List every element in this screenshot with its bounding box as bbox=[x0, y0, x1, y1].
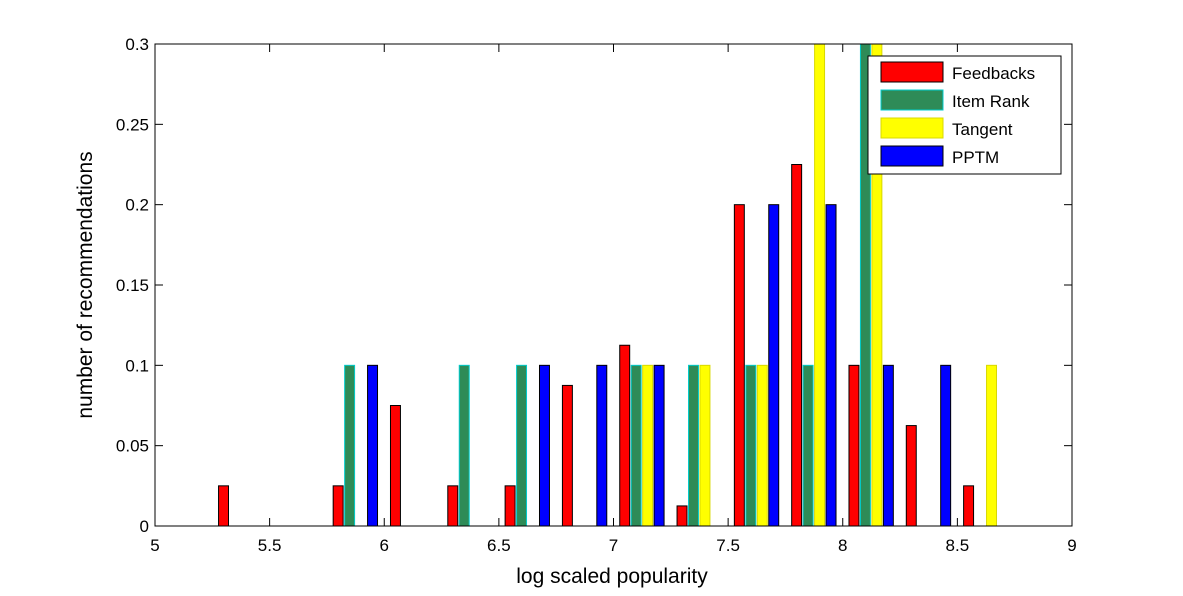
legend-swatch-feedbacks bbox=[880, 61, 944, 83]
bar-tangent bbox=[756, 364, 768, 527]
x-axis-title: log scaled popularity bbox=[516, 565, 708, 588]
legend-label: PPTM bbox=[952, 148, 999, 167]
y-tick-label: 0.25 bbox=[116, 115, 149, 134]
bar-pptm bbox=[825, 204, 837, 527]
ticks-layer: 5 5.5 6 6.5 7 7.5 8 8.5 9 0 0.05 0.1 0.15 0.2 0.25 0.3 bbox=[116, 35, 1077, 555]
bar-tangent bbox=[699, 364, 711, 527]
legend-swatch-pptm bbox=[880, 145, 944, 167]
bar-feedbacks bbox=[676, 505, 688, 527]
bar-feedbacks bbox=[389, 405, 401, 527]
bar-item-rank bbox=[802, 364, 814, 527]
bar-feedbacks bbox=[848, 364, 860, 527]
bar-pptm bbox=[768, 204, 780, 527]
bar-feedbacks bbox=[447, 485, 459, 527]
bar-feedbacks bbox=[218, 485, 230, 527]
x-tick-label: 6 bbox=[380, 536, 389, 555]
bar-pptm bbox=[940, 364, 952, 527]
x-tick-label: 5.5 bbox=[258, 536, 282, 555]
y-tick-label: 0.1 bbox=[125, 356, 149, 375]
bar-feedbacks bbox=[905, 425, 917, 527]
bar-feedbacks bbox=[733, 204, 745, 527]
bar-item-rank bbox=[344, 364, 356, 527]
bar-feedbacks bbox=[963, 485, 975, 527]
x-tick-label: 8.5 bbox=[946, 536, 970, 555]
bar-item-rank bbox=[630, 364, 642, 527]
x-tick-label: 6.5 bbox=[487, 536, 511, 555]
y-tick-label: 0.3 bbox=[125, 35, 149, 54]
x-tick-label: 7 bbox=[609, 536, 618, 555]
bar-tangent bbox=[642, 364, 654, 527]
legend-swatch-item-rank bbox=[880, 89, 944, 111]
bar-tangent bbox=[814, 43, 826, 527]
bar-pptm bbox=[367, 364, 379, 527]
y-axis-title: number of recommendations bbox=[74, 151, 97, 418]
legend-swatch-tangent bbox=[880, 117, 944, 139]
bar-feedbacks bbox=[332, 485, 344, 527]
y-tick-label: 0.05 bbox=[116, 437, 149, 456]
legend-label: Item Rank bbox=[952, 92, 1030, 111]
x-tick-label: 7.5 bbox=[716, 536, 740, 555]
legend-label: Tangent bbox=[952, 120, 1013, 139]
bar-pptm bbox=[538, 364, 550, 527]
y-tick-label: 0.15 bbox=[116, 276, 149, 295]
bar-tangent bbox=[986, 364, 997, 527]
bars-layer bbox=[218, 43, 997, 527]
x-tick-label: 8 bbox=[838, 536, 847, 555]
bar-feedbacks bbox=[791, 164, 803, 527]
x-tick-label: 9 bbox=[1067, 536, 1076, 555]
legend-items: Feedbacks Item Rank Tangent PPTM bbox=[880, 61, 1035, 167]
y-tick-label: 0 bbox=[140, 517, 149, 536]
bar-pptm bbox=[653, 364, 665, 527]
legend-label: Feedbacks bbox=[952, 64, 1035, 83]
bar-feedbacks bbox=[619, 344, 631, 527]
bar-feedbacks bbox=[561, 384, 573, 527]
bar-item-rank bbox=[688, 364, 699, 527]
x-tick-label: 5 bbox=[150, 536, 159, 555]
bar-feedbacks bbox=[504, 485, 516, 527]
y-tick-label: 0.2 bbox=[125, 196, 149, 215]
bar-item-rank bbox=[516, 364, 528, 527]
bar-pptm bbox=[882, 364, 894, 527]
bar-item-rank bbox=[745, 364, 757, 527]
legend: Feedbacks Item Rank Tangent PPTM bbox=[867, 55, 1062, 175]
bar-pptm bbox=[596, 364, 608, 527]
bar-item-rank bbox=[458, 364, 470, 527]
